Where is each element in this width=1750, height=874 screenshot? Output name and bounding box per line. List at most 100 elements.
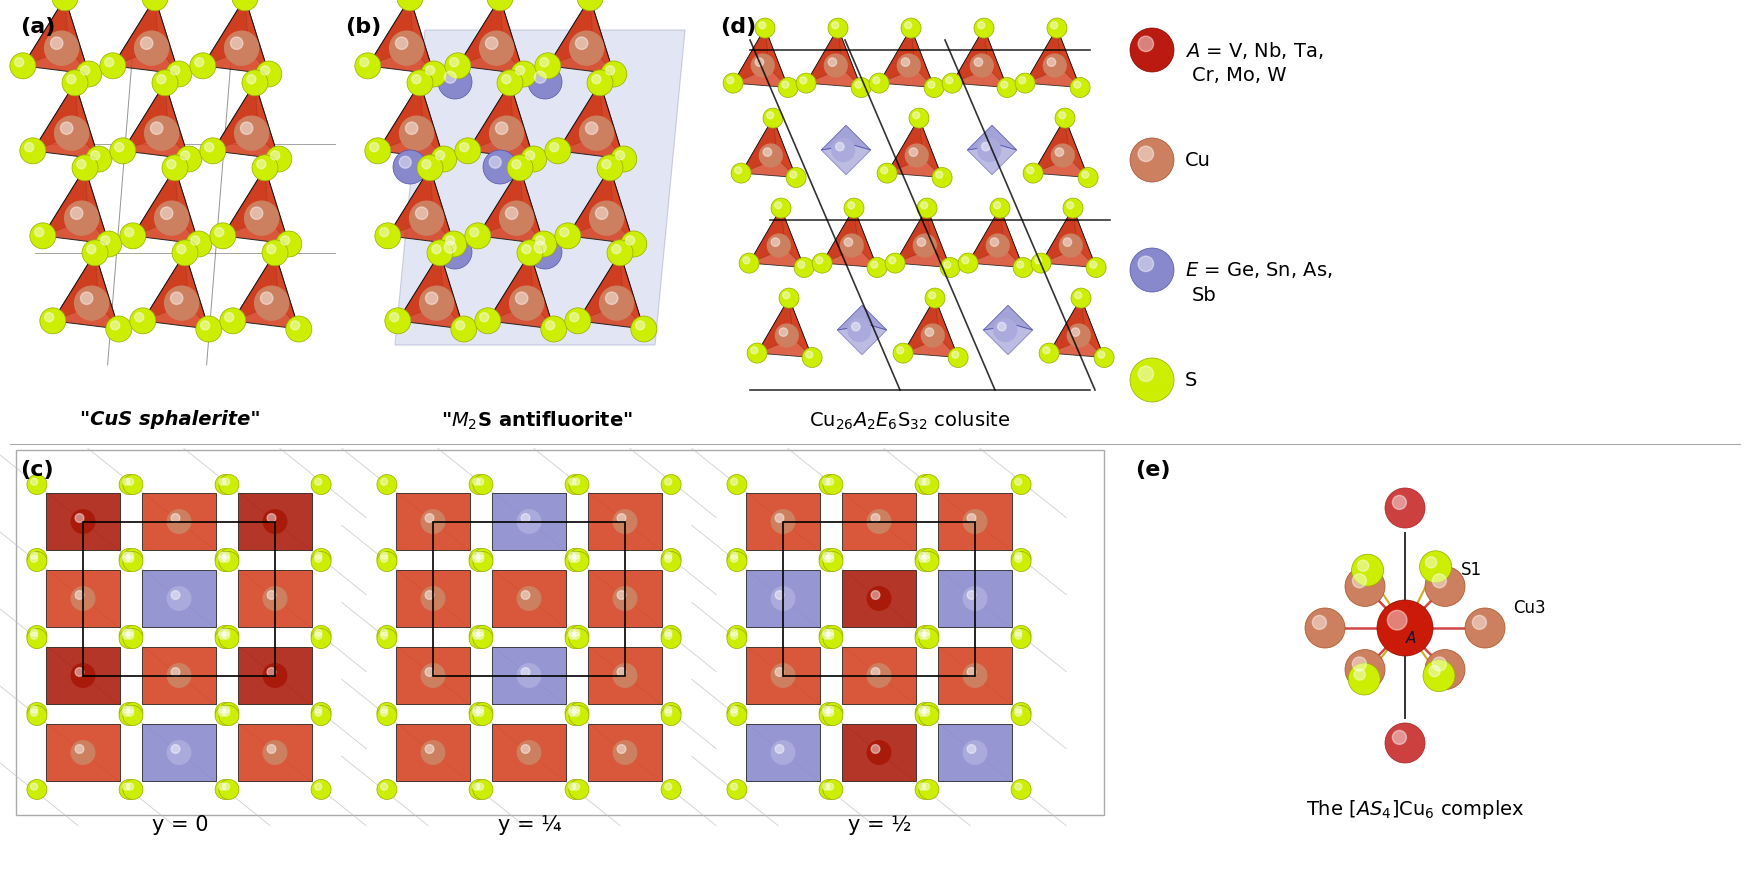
Polygon shape (1066, 118, 1088, 177)
Circle shape (896, 53, 920, 78)
Polygon shape (838, 28, 861, 87)
Polygon shape (23, 0, 68, 66)
Polygon shape (1057, 28, 1080, 87)
Circle shape (219, 632, 226, 639)
Circle shape (730, 706, 737, 713)
Circle shape (376, 549, 397, 568)
Circle shape (565, 551, 584, 572)
Circle shape (919, 703, 940, 723)
Text: (a): (a) (19, 17, 56, 37)
Circle shape (380, 629, 387, 636)
Circle shape (1130, 138, 1174, 182)
Circle shape (802, 348, 822, 367)
Circle shape (1384, 488, 1424, 528)
Polygon shape (611, 168, 634, 244)
Circle shape (460, 142, 469, 152)
Circle shape (222, 632, 229, 639)
Text: (c): (c) (19, 460, 54, 480)
Circle shape (665, 478, 672, 485)
Circle shape (30, 783, 37, 790)
Circle shape (140, 37, 152, 50)
Circle shape (770, 509, 796, 534)
Text: y = ¼: y = ¼ (499, 815, 562, 835)
Circle shape (75, 61, 102, 87)
Polygon shape (548, 0, 614, 74)
Circle shape (473, 555, 480, 562)
Circle shape (72, 155, 98, 181)
Circle shape (919, 551, 940, 572)
Polygon shape (397, 253, 464, 329)
Circle shape (569, 549, 590, 568)
Circle shape (516, 239, 542, 266)
Polygon shape (968, 125, 1017, 150)
Polygon shape (397, 253, 443, 321)
Circle shape (61, 122, 74, 135)
Circle shape (994, 202, 1001, 209)
Circle shape (70, 586, 96, 611)
Polygon shape (430, 168, 453, 244)
Circle shape (662, 549, 681, 568)
Polygon shape (264, 168, 289, 244)
Circle shape (873, 77, 880, 84)
Circle shape (977, 138, 1001, 162)
Circle shape (100, 52, 126, 79)
Circle shape (625, 236, 635, 245)
Circle shape (928, 81, 934, 88)
Circle shape (982, 142, 990, 151)
Circle shape (592, 74, 600, 84)
Circle shape (586, 122, 598, 135)
Circle shape (770, 663, 796, 688)
Circle shape (26, 551, 47, 572)
Circle shape (872, 261, 878, 268)
Circle shape (541, 316, 567, 342)
Circle shape (452, 316, 476, 342)
Circle shape (536, 52, 560, 79)
Circle shape (80, 66, 89, 75)
Polygon shape (467, 83, 513, 151)
Circle shape (376, 628, 397, 649)
Circle shape (119, 705, 138, 725)
Circle shape (775, 668, 784, 676)
Circle shape (268, 514, 276, 523)
Circle shape (219, 549, 240, 568)
Circle shape (177, 245, 185, 253)
Circle shape (469, 549, 488, 568)
Circle shape (123, 628, 144, 649)
Circle shape (822, 555, 830, 562)
Polygon shape (238, 647, 313, 704)
Circle shape (1055, 148, 1064, 156)
Circle shape (775, 591, 784, 600)
Circle shape (826, 783, 833, 790)
Circle shape (110, 321, 119, 329)
Circle shape (473, 709, 480, 716)
Circle shape (597, 155, 623, 181)
Circle shape (123, 551, 144, 572)
Circle shape (915, 475, 934, 495)
Text: (b): (b) (345, 17, 382, 37)
Circle shape (476, 629, 483, 636)
Polygon shape (733, 28, 788, 87)
Circle shape (726, 77, 733, 84)
Polygon shape (86, 168, 108, 244)
Circle shape (194, 58, 203, 66)
Circle shape (262, 663, 287, 688)
Circle shape (119, 551, 138, 572)
Circle shape (570, 313, 579, 322)
Circle shape (473, 632, 480, 639)
Circle shape (516, 66, 525, 75)
Circle shape (70, 509, 96, 534)
Circle shape (726, 780, 747, 800)
Circle shape (24, 142, 33, 152)
Circle shape (126, 629, 133, 636)
Circle shape (1024, 163, 1043, 183)
Circle shape (612, 509, 637, 534)
Polygon shape (410, 0, 434, 74)
Circle shape (775, 202, 782, 209)
Circle shape (26, 780, 47, 800)
Circle shape (1094, 348, 1115, 367)
Circle shape (396, 37, 408, 50)
Circle shape (602, 160, 611, 169)
Circle shape (420, 61, 446, 87)
Polygon shape (894, 208, 931, 263)
Circle shape (262, 740, 287, 765)
